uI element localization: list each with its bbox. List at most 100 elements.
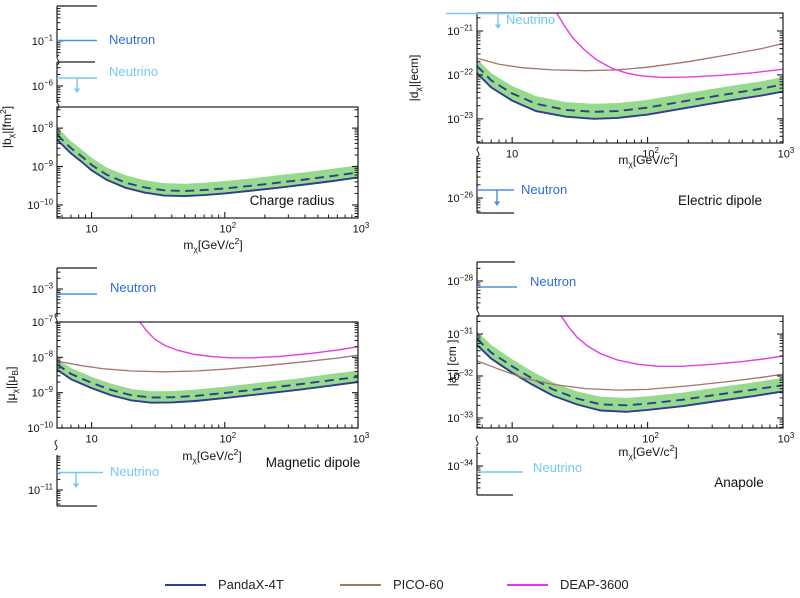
pandax-limit-line — [57, 139, 358, 198]
legend-label-pico: PICO-60 — [393, 577, 444, 592]
neutron-label: Neutron — [110, 280, 156, 295]
neutrino-arrow-head — [73, 88, 81, 93]
panel-title: Anapole — [714, 475, 764, 490]
x-tick-label: 10 — [506, 149, 518, 161]
x-tick-label: 103 — [778, 146, 795, 161]
neutron-reference: 10−26 Neutron — [447, 156, 567, 214]
axis-break — [475, 435, 479, 447]
x-tick-label: 10 — [85, 434, 97, 446]
neutrino-arrow-head — [494, 24, 502, 29]
panel-anapole: 10−31 10−32 10−33 10 102 103 mχ[GeV/c2] |aχ| [c… — [445, 261, 795, 496]
axis-break — [54, 312, 58, 324]
plot-frame — [56, 321, 359, 429]
neutrino-label: Neutrino — [506, 12, 555, 27]
x-tick-label: 103 — [353, 431, 370, 446]
y-axis-title: |μχ|[μB] — [4, 367, 20, 404]
deap-3600-curve — [139, 322, 358, 359]
neutron-arrow-head — [493, 201, 501, 206]
axis-break — [54, 439, 58, 451]
plot-frame — [476, 315, 784, 429]
legend-label-deap: DEAP-3600 — [560, 577, 629, 592]
axis-break — [476, 146, 480, 158]
plot-frame — [56, 106, 359, 219]
pandax-limit-line — [57, 368, 358, 404]
axis-break — [56, 98, 60, 110]
neutrino-reference: Neutrino — [446, 12, 555, 29]
x-tick-label: 103 — [778, 431, 795, 446]
deap-3600-curve — [560, 316, 783, 367]
pandax-band — [477, 331, 783, 412]
neutrino-label: Neutrino — [109, 64, 158, 79]
curves-electric-dipole — [477, 13, 783, 120]
curves-charge-radius — [57, 127, 358, 198]
axis-break — [56, 54, 60, 66]
pandax-median-dashed — [477, 338, 783, 407]
neutron-label: Neutron — [530, 274, 576, 289]
y-tick-label: 10−7 — [32, 314, 53, 329]
panel-electric-dipole: 10−21 10−22 10−23 10 102 103 mχ[GeV/c2] |dχ|[ec… — [407, 12, 795, 214]
y-tick-label: 10−33 — [447, 410, 473, 425]
x-axis-title: mχ[GeV/c2] — [618, 151, 677, 169]
pandax-limit-line — [477, 72, 783, 120]
legend-label-pandax: PandaX-4T — [218, 577, 284, 592]
y-tick-label: 10−8 — [32, 350, 54, 365]
pico-60-curve — [57, 354, 358, 373]
pandax-band — [57, 127, 358, 197]
plot-frame — [476, 12, 784, 144]
neutron-reference: 10−28 Neutron — [447, 261, 576, 310]
x-axis-title: mχ[GeV/c2] — [183, 236, 242, 254]
neutrino-reference: 10−6 Neutrino — [32, 61, 158, 103]
y-tick-label: 10−32 — [447, 368, 473, 383]
neutrino-label: Neutrino — [110, 464, 159, 479]
neutron-reference: 10−3 Neutron — [32, 267, 156, 317]
neutron-reference: 10−1 Neutron — [32, 5, 155, 57]
x-tick-label: 102 — [219, 221, 236, 236]
pandax-band — [57, 359, 358, 403]
panel-title: Charge radius — [250, 193, 335, 208]
y-tick-label: 10−10 — [27, 197, 53, 212]
legend-line-deap — [507, 583, 548, 586]
neutrino-arrow-head — [72, 483, 80, 488]
stub-tick-label: 10−28 — [447, 273, 473, 288]
axis-break — [476, 306, 480, 318]
legend-item-pandax: PandaX-4T — [165, 577, 284, 592]
neutron-label: Neutron — [109, 32, 155, 47]
x-tick-label: 103 — [353, 221, 370, 236]
x-axis-title: mχ[GeV/c2] — [182, 447, 241, 465]
y-tick-label: 10−10 — [27, 420, 53, 435]
neutron-label: Neutron — [521, 182, 567, 197]
panel-title: Magnetic dipole — [266, 455, 361, 470]
neutrino-label: Neutrino — [533, 460, 582, 475]
pico-60-curve — [477, 360, 783, 391]
pandax-limit-line — [477, 344, 783, 413]
y-tick-label: 10−9 — [32, 159, 54, 174]
x-axis-title: mχ[GeV/c2] — [618, 443, 677, 461]
stub-tick-label: 10−1 — [32, 33, 53, 48]
y-tick-label: 10−9 — [32, 385, 54, 400]
panel-charge-radius: 10−8 10−9 10−10 10 102 103 mχ[GeV/c2] |bχ|[fm2]… — [0, 5, 370, 254]
stub-tick-label: 10−3 — [32, 281, 54, 296]
y-tick-label: 10−21 — [447, 23, 473, 38]
y-axis-title: |dχ|[ecm] — [407, 55, 423, 102]
x-tick-label: 10 — [506, 434, 518, 446]
legend-item-pico: PICO-60 — [340, 577, 444, 592]
x-tick-label: 10 — [85, 224, 97, 236]
neutrino-reference: 10−11 Neutrino — [28, 455, 159, 507]
neutrino-reference: 10−34 Neutrino — [447, 447, 582, 496]
pandax-median-dashed — [57, 133, 358, 192]
stub-tick-label: 10−6 — [32, 78, 54, 93]
y-axis-title: |bχ|[fm2] — [0, 106, 16, 148]
deap-3600-curve — [555, 13, 783, 79]
x-tick-label: 102 — [642, 431, 659, 446]
curves-anapole — [477, 316, 783, 413]
y-tick-label: 10−8 — [32, 121, 54, 136]
panel-title: Electric dipole — [678, 193, 762, 208]
y-axis-title: |aχ| [cm ] — [445, 340, 461, 387]
stub-tick-label: 10−26 — [447, 190, 473, 205]
legend-item-deap: DEAP-3600 — [507, 577, 629, 592]
pico-60-curve — [477, 42, 783, 72]
y-tick-label: 10−23 — [447, 111, 473, 126]
panel-magnetic-dipole: 10−7 10−8 10−9 10−10 10 102 103 mχ[GeV/c2] |μχ|[… — [4, 267, 370, 507]
curves-magnetic-dipole — [57, 322, 358, 404]
